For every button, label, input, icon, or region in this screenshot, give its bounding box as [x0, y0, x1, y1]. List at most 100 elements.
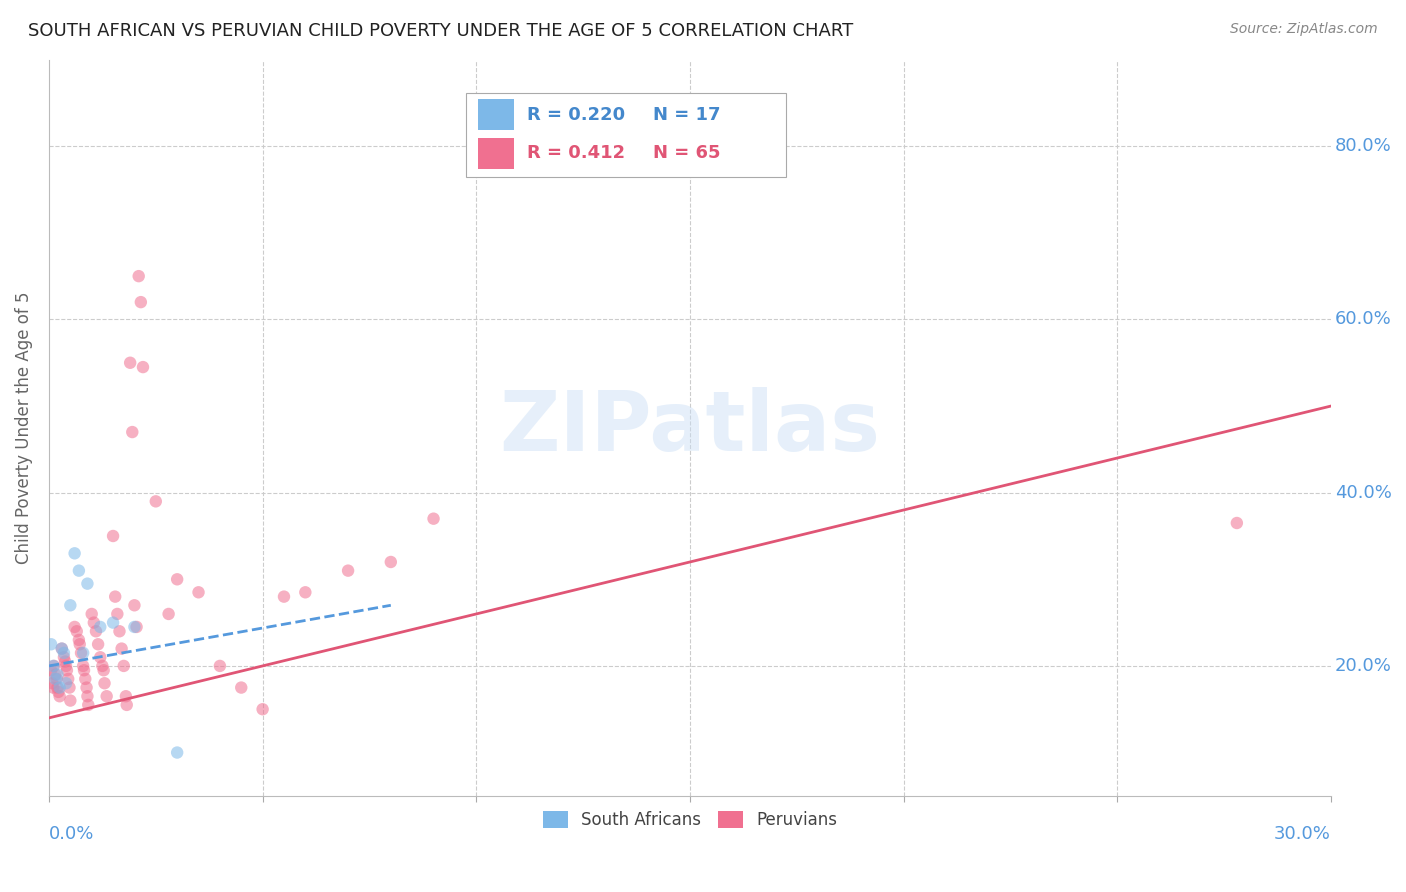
Point — [121, 425, 143, 439]
Point — [294, 585, 316, 599]
Point — [93, 676, 115, 690]
Point — [42, 659, 65, 673]
Point — [70, 646, 93, 660]
Point — [208, 659, 231, 673]
Point — [89, 650, 111, 665]
Point — [51, 641, 73, 656]
Point — [166, 746, 188, 760]
Point — [115, 690, 138, 704]
Point — [76, 576, 98, 591]
Point — [59, 599, 82, 613]
Point — [72, 659, 94, 673]
Point — [101, 615, 124, 630]
Point — [157, 607, 180, 621]
Text: 0.0%: 0.0% — [49, 825, 94, 843]
FancyBboxPatch shape — [465, 93, 786, 178]
Point — [91, 659, 114, 673]
Point — [124, 599, 146, 613]
Point — [108, 624, 131, 639]
Point — [93, 663, 115, 677]
Point — [380, 555, 402, 569]
Point — [59, 693, 82, 707]
Point — [96, 690, 118, 704]
Legend: South Africans, Peruvians: South Africans, Peruvians — [536, 804, 844, 836]
Point — [51, 641, 73, 656]
Point — [48, 690, 70, 704]
Point — [115, 698, 138, 712]
Point — [273, 590, 295, 604]
Point — [72, 646, 94, 660]
Text: R = 0.220: R = 0.220 — [527, 106, 626, 124]
Point — [69, 637, 91, 651]
Point — [120, 356, 142, 370]
Point — [58, 681, 80, 695]
Text: R = 0.412: R = 0.412 — [527, 145, 626, 162]
Point — [58, 672, 80, 686]
Point — [42, 681, 65, 695]
Y-axis label: Child Poverty Under the Age of 5: Child Poverty Under the Age of 5 — [15, 292, 32, 564]
Point — [39, 663, 62, 677]
Text: 20.0%: 20.0% — [1334, 657, 1392, 675]
Point — [145, 494, 167, 508]
Point — [166, 572, 188, 586]
FancyBboxPatch shape — [478, 137, 515, 169]
Point — [75, 672, 97, 686]
Point — [44, 672, 66, 686]
Point — [80, 607, 103, 621]
Point — [187, 585, 209, 599]
Point — [105, 607, 128, 621]
Point — [63, 620, 86, 634]
Point — [132, 360, 155, 375]
Point — [76, 690, 98, 704]
Point — [53, 655, 76, 669]
Point — [77, 698, 100, 712]
Text: 40.0%: 40.0% — [1334, 483, 1392, 501]
Point — [41, 676, 63, 690]
Point — [45, 672, 67, 686]
Point — [87, 637, 110, 651]
Point — [84, 624, 107, 639]
FancyBboxPatch shape — [478, 99, 515, 130]
Point — [56, 663, 79, 677]
Point — [48, 681, 70, 695]
Point — [129, 295, 152, 310]
Point — [46, 667, 69, 681]
Point — [48, 685, 70, 699]
Point — [42, 659, 65, 673]
Point — [128, 269, 150, 284]
Point — [76, 681, 98, 695]
Point — [337, 564, 360, 578]
Text: N = 65: N = 65 — [652, 145, 720, 162]
Point — [55, 659, 77, 673]
Point — [422, 511, 444, 525]
Text: 30.0%: 30.0% — [1274, 825, 1331, 843]
Point — [125, 620, 148, 634]
Point — [231, 681, 253, 695]
Point — [104, 590, 127, 604]
Text: 80.0%: 80.0% — [1334, 137, 1392, 155]
Text: SOUTH AFRICAN VS PERUVIAN CHILD POVERTY UNDER THE AGE OF 5 CORRELATION CHART: SOUTH AFRICAN VS PERUVIAN CHILD POVERTY … — [28, 22, 853, 40]
Point — [124, 620, 146, 634]
Point — [66, 624, 89, 639]
Text: Source: ZipAtlas.com: Source: ZipAtlas.com — [1230, 22, 1378, 37]
Point — [63, 546, 86, 560]
Point — [112, 659, 135, 673]
Point — [83, 615, 105, 630]
Point — [67, 564, 90, 578]
Point — [1226, 516, 1249, 530]
Point — [55, 676, 77, 690]
Point — [67, 632, 90, 647]
Text: N = 17: N = 17 — [652, 106, 720, 124]
Point — [46, 681, 69, 695]
Point — [39, 637, 62, 651]
Point — [73, 663, 96, 677]
Point — [52, 646, 75, 660]
Point — [110, 641, 132, 656]
Point — [44, 667, 66, 681]
Text: 60.0%: 60.0% — [1334, 310, 1392, 328]
Text: ZIPatlas: ZIPatlas — [499, 387, 880, 468]
Point — [252, 702, 274, 716]
Point — [101, 529, 124, 543]
Point — [89, 620, 111, 634]
Point — [52, 650, 75, 665]
